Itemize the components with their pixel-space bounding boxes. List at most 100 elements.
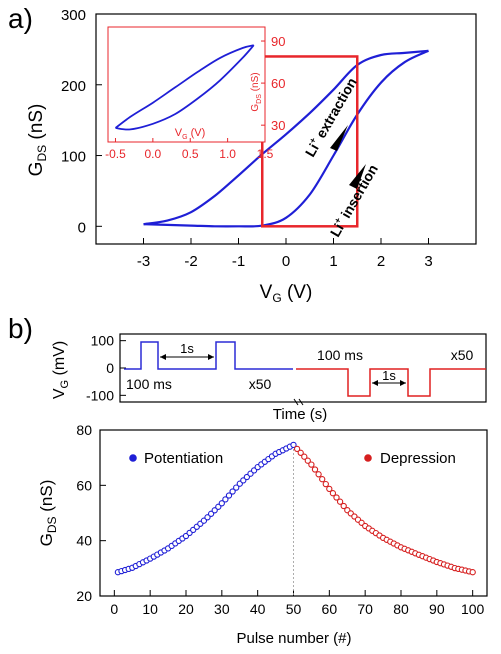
depression-point bbox=[329, 490, 337, 497]
potentiation-point bbox=[207, 510, 215, 517]
depression-point bbox=[304, 457, 311, 464]
annotation-insertion: Li+ insertion bbox=[326, 161, 381, 240]
legend-potentiation-marker bbox=[129, 454, 137, 462]
pulse-x-axis-label: Time (s) bbox=[273, 406, 327, 423]
a-hysteresis-curve bbox=[143, 49, 429, 228]
pos-period-arrow-left-icon bbox=[160, 354, 166, 360]
a-x-ticks: -3 -2 -1 0 1 2 3 bbox=[137, 238, 433, 270]
potentiation-point bbox=[229, 488, 236, 495]
a-y-tick-label: 0 bbox=[78, 219, 86, 236]
depression-point bbox=[297, 449, 304, 456]
b-x-ticks: 0 10 20 30 40 50 60 70 80 90 100 bbox=[110, 590, 485, 617]
inset-y-axis-label: GDS (nS) bbox=[250, 72, 263, 111]
neg-period-arrow-left-icon bbox=[372, 380, 378, 386]
inset-branch-reverse bbox=[114, 44, 255, 129]
a-branch-forward bbox=[143, 49, 429, 228]
b-x-tick-label: 30 bbox=[214, 601, 230, 617]
b-data-points bbox=[114, 441, 476, 576]
pulse-plot-frame bbox=[119, 333, 487, 403]
inset-y-tick-label: 90 bbox=[271, 34, 285, 49]
annotation-extraction: Li+ extraction bbox=[301, 74, 360, 160]
pulse-y-tick-label: 100 bbox=[91, 333, 115, 349]
b-y-tick-label: 20 bbox=[76, 588, 92, 604]
depression-point bbox=[301, 453, 308, 460]
a-y-axis-label: GDS (nS) bbox=[26, 104, 49, 177]
inset-x-tick-label: 1.0 bbox=[219, 147, 236, 161]
potentiation-point bbox=[290, 441, 297, 449]
b-y-tick-label: 60 bbox=[76, 477, 92, 493]
potentiation-point bbox=[225, 492, 233, 499]
a-y-tick-label: 100 bbox=[61, 149, 86, 166]
a-x-tick-label: -3 bbox=[137, 253, 150, 270]
inset-curve bbox=[114, 44, 255, 131]
depression-point bbox=[326, 485, 333, 493]
inset-frame bbox=[107, 26, 266, 143]
inset-y-tick-label: 60 bbox=[271, 76, 285, 91]
legend-potentiation-label: Potentiation bbox=[144, 450, 223, 467]
b-x-tick-label: 50 bbox=[286, 601, 302, 617]
arrow-insertion-icon bbox=[349, 164, 366, 189]
inset-y-tick-label: 30 bbox=[271, 118, 285, 133]
panel-a: a) -3 -2 -1 0 1 2 3 0 100 200 300 VG (V) GDS (nS)… bbox=[8, 3, 477, 305]
neg-period-arrow-right-icon bbox=[400, 380, 406, 386]
pulse-y-axis-label: VG (mV) bbox=[51, 341, 71, 399]
inset-x-tick-label: -0.5 bbox=[105, 147, 126, 161]
axis-break-icon bbox=[293, 398, 299, 406]
inset-plot: -0.5 0.0 0.5 1.0 1.5 30 60 90 VG (V) GDS (nS) bbox=[105, 26, 285, 161]
legend-depression-marker bbox=[364, 454, 372, 462]
potentiation-point bbox=[222, 496, 229, 503]
a-branch-reverse bbox=[143, 49, 429, 226]
depression-point bbox=[315, 471, 322, 478]
depression-point bbox=[322, 480, 329, 488]
inset-x-axis-label: VG (V) bbox=[175, 127, 206, 141]
inset-branch-forward bbox=[115, 44, 255, 131]
b-x-tick-label: 100 bbox=[461, 601, 485, 617]
depression-point bbox=[311, 466, 319, 473]
a-y-ticks: 0 100 200 300 bbox=[61, 7, 102, 236]
pos-width-label: 100 ms bbox=[126, 376, 172, 392]
panel-a-label: a) bbox=[8, 3, 33, 34]
a-x-axis-label: VG (V) bbox=[260, 282, 313, 305]
b-y-ticks: 20 40 60 80 bbox=[76, 422, 106, 604]
pos-period-arrow-right-icon bbox=[208, 354, 214, 360]
a-x-tick-label: 3 bbox=[424, 253, 432, 270]
depression-point bbox=[469, 569, 476, 576]
a-x-tick-label: 1 bbox=[329, 253, 337, 270]
a-y-tick-label: 300 bbox=[61, 7, 86, 24]
depression-point bbox=[319, 476, 326, 483]
depression-point bbox=[340, 502, 347, 510]
b-x-axis-label: Pulse number (#) bbox=[236, 630, 351, 647]
svg-text:Li+ extraction: Li+ extraction bbox=[301, 74, 360, 159]
b-x-tick-label: 40 bbox=[250, 601, 266, 617]
arrow-extraction-icon bbox=[330, 125, 348, 151]
b-y-tick-label: 40 bbox=[76, 533, 92, 549]
panel-b-label: b) bbox=[8, 313, 33, 344]
negative-pulse-train bbox=[296, 368, 486, 397]
a-x-tick-label: -1 bbox=[232, 253, 245, 270]
inset-x-tick-label: 1.5 bbox=[257, 147, 274, 161]
a-x-tick-label: 0 bbox=[282, 253, 290, 270]
b-y-tick-label: 80 bbox=[76, 422, 92, 438]
depression-point bbox=[308, 461, 315, 468]
a-x-tick-label: 2 bbox=[377, 253, 385, 270]
b-x-tick-label: 10 bbox=[142, 601, 158, 617]
depression-point bbox=[293, 445, 301, 453]
depression-point bbox=[336, 498, 344, 505]
b-x-tick-label: 60 bbox=[322, 601, 338, 617]
neg-repeat-label: x50 bbox=[451, 347, 474, 363]
a-x-tick-label: -2 bbox=[184, 253, 197, 270]
svg-text:Li+ insertion: Li+ insertion bbox=[326, 161, 381, 239]
axis-break-icon-2 bbox=[298, 398, 304, 406]
neg-period-label: 1s bbox=[382, 368, 396, 383]
b-y-axis-label: GDS (nS) bbox=[37, 480, 59, 547]
a-y-tick-label: 200 bbox=[61, 78, 86, 95]
b-x-tick-label: 90 bbox=[429, 601, 445, 617]
inset-y-ticks: 30 60 90 bbox=[261, 34, 285, 133]
potentiation-point bbox=[211, 507, 218, 514]
legend-depression-label: Depression bbox=[380, 450, 456, 467]
b-x-tick-label: 20 bbox=[178, 601, 194, 617]
inset-x-tick-label: 0.0 bbox=[145, 147, 162, 161]
pulse-y-tick-label: 0 bbox=[106, 360, 114, 376]
